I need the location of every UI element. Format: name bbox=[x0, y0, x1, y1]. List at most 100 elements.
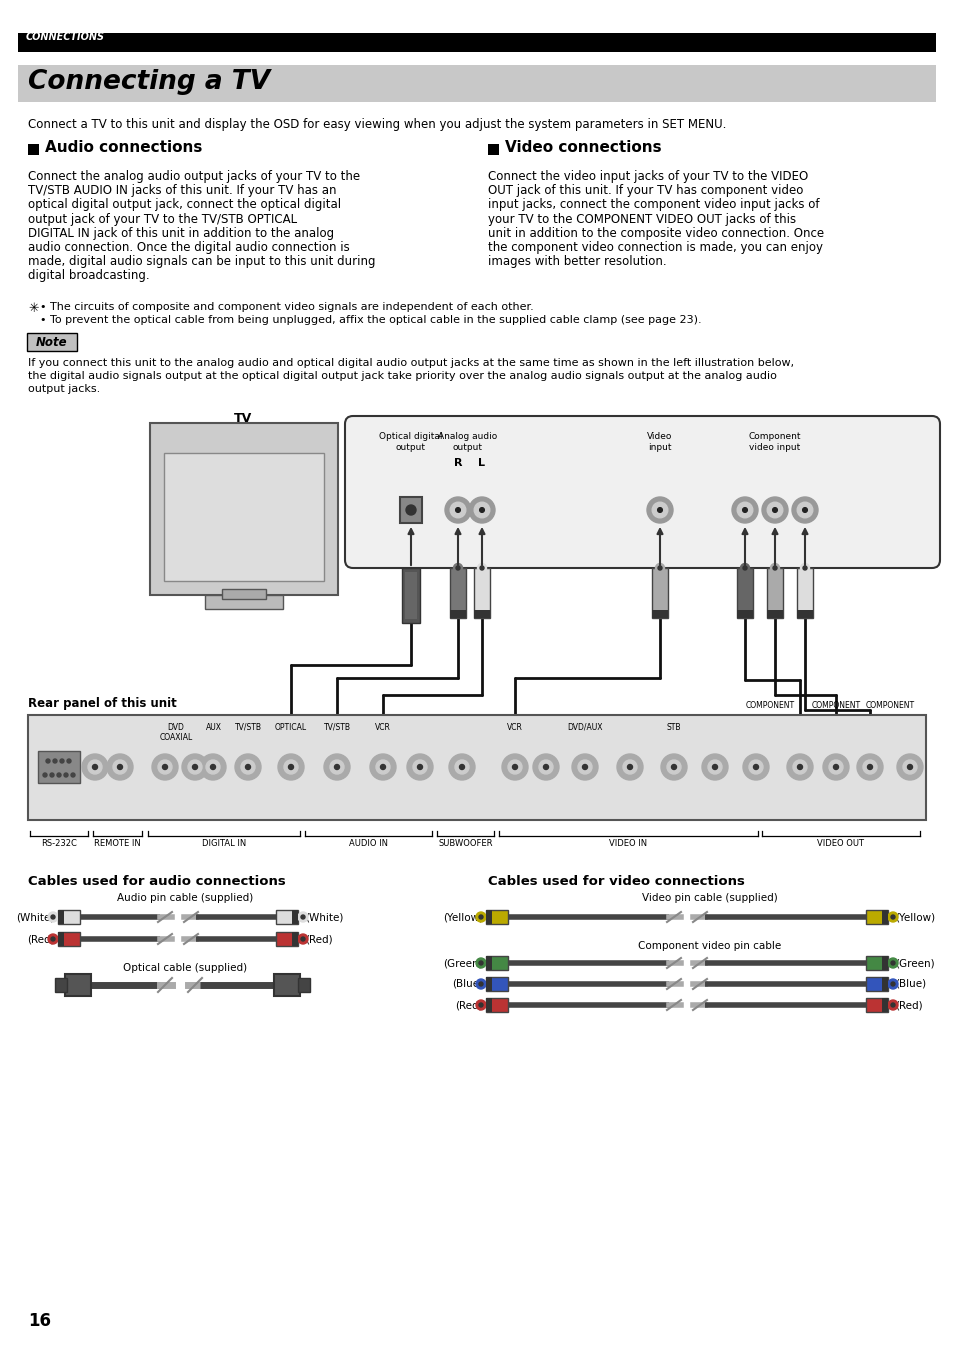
Text: DIGITAL IN jack of this unit in addition to the analog: DIGITAL IN jack of this unit in addition… bbox=[28, 226, 334, 240]
Text: Component video pin cable: Component video pin cable bbox=[638, 941, 781, 950]
Text: R: R bbox=[454, 458, 462, 468]
Text: OUT jack of this unit. If your TV has component video: OUT jack of this unit. If your TV has co… bbox=[488, 185, 802, 197]
Circle shape bbox=[455, 760, 469, 774]
Bar bbox=[28, 714, 925, 820]
Text: TV/STB AUDIO IN jacks of this unit. If your TV has an: TV/STB AUDIO IN jacks of this unit. If y… bbox=[28, 185, 336, 197]
Text: RS-232C: RS-232C bbox=[41, 838, 77, 848]
Circle shape bbox=[476, 913, 485, 922]
Bar bbox=[275, 931, 297, 946]
Bar bbox=[450, 611, 465, 617]
Circle shape bbox=[802, 566, 806, 570]
Circle shape bbox=[856, 754, 882, 780]
Circle shape bbox=[53, 759, 57, 763]
Circle shape bbox=[234, 754, 261, 780]
Text: SUBWOOFER: SUBWOOFER bbox=[437, 838, 493, 848]
Text: CONNECTIONS: CONNECTIONS bbox=[26, 32, 105, 42]
Circle shape bbox=[459, 764, 464, 770]
Circle shape bbox=[772, 508, 777, 512]
Circle shape bbox=[786, 754, 812, 780]
Circle shape bbox=[740, 563, 749, 573]
Circle shape bbox=[707, 760, 721, 774]
Bar bbox=[865, 956, 887, 971]
Circle shape bbox=[866, 764, 872, 770]
Bar bbox=[65, 975, 91, 996]
Bar bbox=[485, 910, 492, 923]
Text: (Red): (Red) bbox=[28, 934, 55, 944]
Circle shape bbox=[479, 508, 484, 512]
Text: VCR: VCR bbox=[375, 723, 391, 732]
Text: (Yellow): (Yellow) bbox=[442, 913, 482, 922]
Circle shape bbox=[890, 981, 894, 985]
Bar bbox=[488, 144, 498, 155]
Circle shape bbox=[479, 566, 483, 570]
Text: (White): (White) bbox=[305, 913, 343, 922]
Circle shape bbox=[671, 764, 676, 770]
Circle shape bbox=[50, 772, 54, 776]
Text: digital broadcasting.: digital broadcasting. bbox=[28, 270, 150, 282]
Bar bbox=[58, 910, 80, 923]
Circle shape bbox=[51, 937, 55, 941]
Text: Component: Component bbox=[748, 431, 801, 441]
Text: Rear panel of this unit: Rear panel of this unit bbox=[28, 697, 176, 710]
Text: output: output bbox=[453, 443, 482, 452]
Circle shape bbox=[301, 937, 305, 941]
Circle shape bbox=[833, 764, 838, 770]
Circle shape bbox=[245, 764, 251, 770]
Text: output: output bbox=[395, 443, 426, 452]
Text: (Red): (Red) bbox=[455, 1000, 482, 1010]
Text: 16: 16 bbox=[28, 1312, 51, 1330]
Circle shape bbox=[890, 961, 894, 965]
Text: (Blue): (Blue) bbox=[452, 979, 482, 989]
Circle shape bbox=[753, 764, 758, 770]
Bar bbox=[737, 611, 752, 617]
Circle shape bbox=[449, 754, 475, 780]
Bar bbox=[882, 977, 887, 991]
Circle shape bbox=[162, 764, 168, 770]
Text: VIDEO OUT: VIDEO OUT bbox=[817, 838, 863, 848]
Text: made, digital audio signals can be input to this unit during: made, digital audio signals can be input… bbox=[28, 255, 375, 268]
Text: VCR: VCR bbox=[507, 723, 522, 732]
Bar bbox=[205, 594, 283, 609]
Bar bbox=[401, 568, 419, 623]
Text: output jack of your TV to the TV/STB OPTICAL: output jack of your TV to the TV/STB OPT… bbox=[28, 213, 296, 225]
Text: Cables used for video connections: Cables used for video connections bbox=[488, 875, 744, 888]
Circle shape bbox=[158, 760, 172, 774]
Text: DIGITAL IN: DIGITAL IN bbox=[202, 838, 246, 848]
Text: STB: STB bbox=[666, 723, 680, 732]
Bar bbox=[485, 998, 492, 1012]
Circle shape bbox=[578, 760, 592, 774]
Circle shape bbox=[890, 1003, 894, 1007]
Text: (Green): (Green) bbox=[894, 958, 934, 968]
Circle shape bbox=[297, 934, 308, 944]
Text: Audio connections: Audio connections bbox=[45, 140, 202, 155]
Circle shape bbox=[182, 754, 208, 780]
Circle shape bbox=[117, 764, 122, 770]
Circle shape bbox=[277, 754, 304, 780]
Circle shape bbox=[792, 760, 806, 774]
Text: the component video connection is made, you can enjoy: the component video connection is made, … bbox=[488, 241, 822, 253]
Circle shape bbox=[57, 772, 61, 776]
Circle shape bbox=[741, 508, 746, 512]
Circle shape bbox=[370, 754, 395, 780]
Circle shape bbox=[284, 760, 297, 774]
Circle shape bbox=[742, 566, 746, 570]
Bar bbox=[399, 497, 421, 523]
Circle shape bbox=[476, 1000, 485, 1010]
Bar bbox=[651, 611, 667, 617]
Circle shape bbox=[582, 764, 587, 770]
Bar bbox=[18, 32, 935, 53]
Text: unit in addition to the composite video connection. Once: unit in addition to the composite video … bbox=[488, 226, 823, 240]
Circle shape bbox=[64, 772, 68, 776]
Circle shape bbox=[51, 915, 55, 919]
Bar bbox=[292, 931, 297, 946]
Circle shape bbox=[60, 759, 64, 763]
Circle shape bbox=[456, 566, 459, 570]
Circle shape bbox=[92, 764, 97, 770]
Circle shape bbox=[646, 497, 672, 523]
Text: (Red): (Red) bbox=[894, 1000, 922, 1010]
Bar bbox=[297, 979, 310, 992]
Circle shape bbox=[652, 503, 667, 518]
Text: Video pin cable (supplied): Video pin cable (supplied) bbox=[641, 892, 777, 903]
Bar bbox=[58, 931, 80, 946]
Text: REMOTE IN: REMOTE IN bbox=[94, 838, 141, 848]
